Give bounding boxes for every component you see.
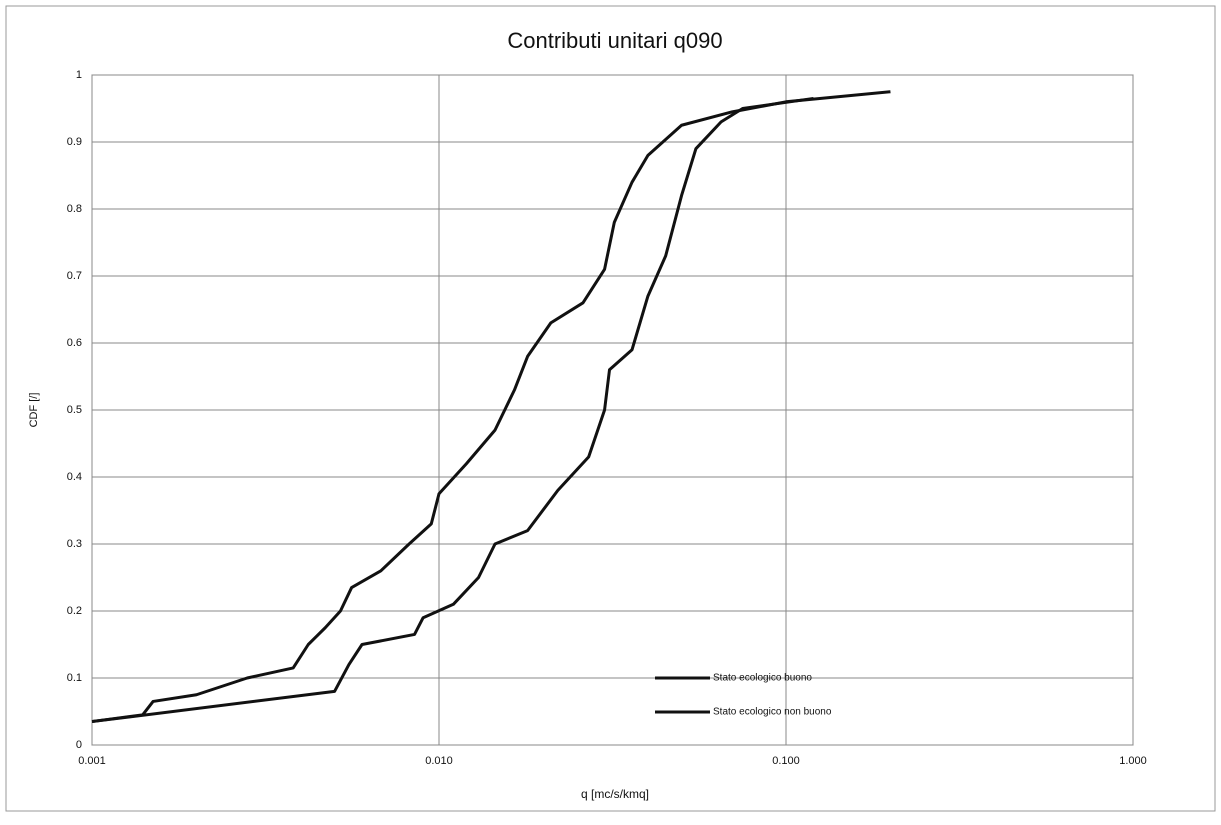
y-tick-label: 0.5 (67, 404, 82, 416)
y-tick-label: 0.2 (67, 605, 82, 617)
y-tick-label: 0.4 (67, 471, 82, 483)
y-tick-label: 1 (76, 69, 82, 81)
x-tick-label: 0.100 (772, 755, 800, 767)
chart-title: Contributi unitari q090 (507, 28, 722, 53)
legend-label: Stato ecologico buono (713, 673, 812, 684)
y-tick-label: 0.7 (67, 270, 82, 282)
chart-border (5, 5, 1216, 812)
x-tick-label: 0.010 (425, 755, 453, 767)
y-tick-label: 0.3 (67, 538, 82, 550)
x-tick-label: 1.000 (1119, 755, 1147, 767)
y-axis-label: CDF [/] (28, 393, 40, 428)
y-tick-label: 0.9 (67, 136, 82, 148)
data-line (91, 90, 891, 724)
x-tick-label: 0.001 (78, 755, 106, 767)
y-tick-label: 0.6 (67, 337, 82, 349)
y-tick-label: 0 (76, 739, 82, 751)
data-line (91, 96, 814, 724)
legend-label: Stato ecologico non buono (713, 707, 832, 718)
y-tick-label: 0.8 (67, 203, 82, 215)
x-axis-label: q [mc/s/kmq] (581, 787, 649, 801)
y-tick-label: 0.1 (67, 672, 82, 684)
